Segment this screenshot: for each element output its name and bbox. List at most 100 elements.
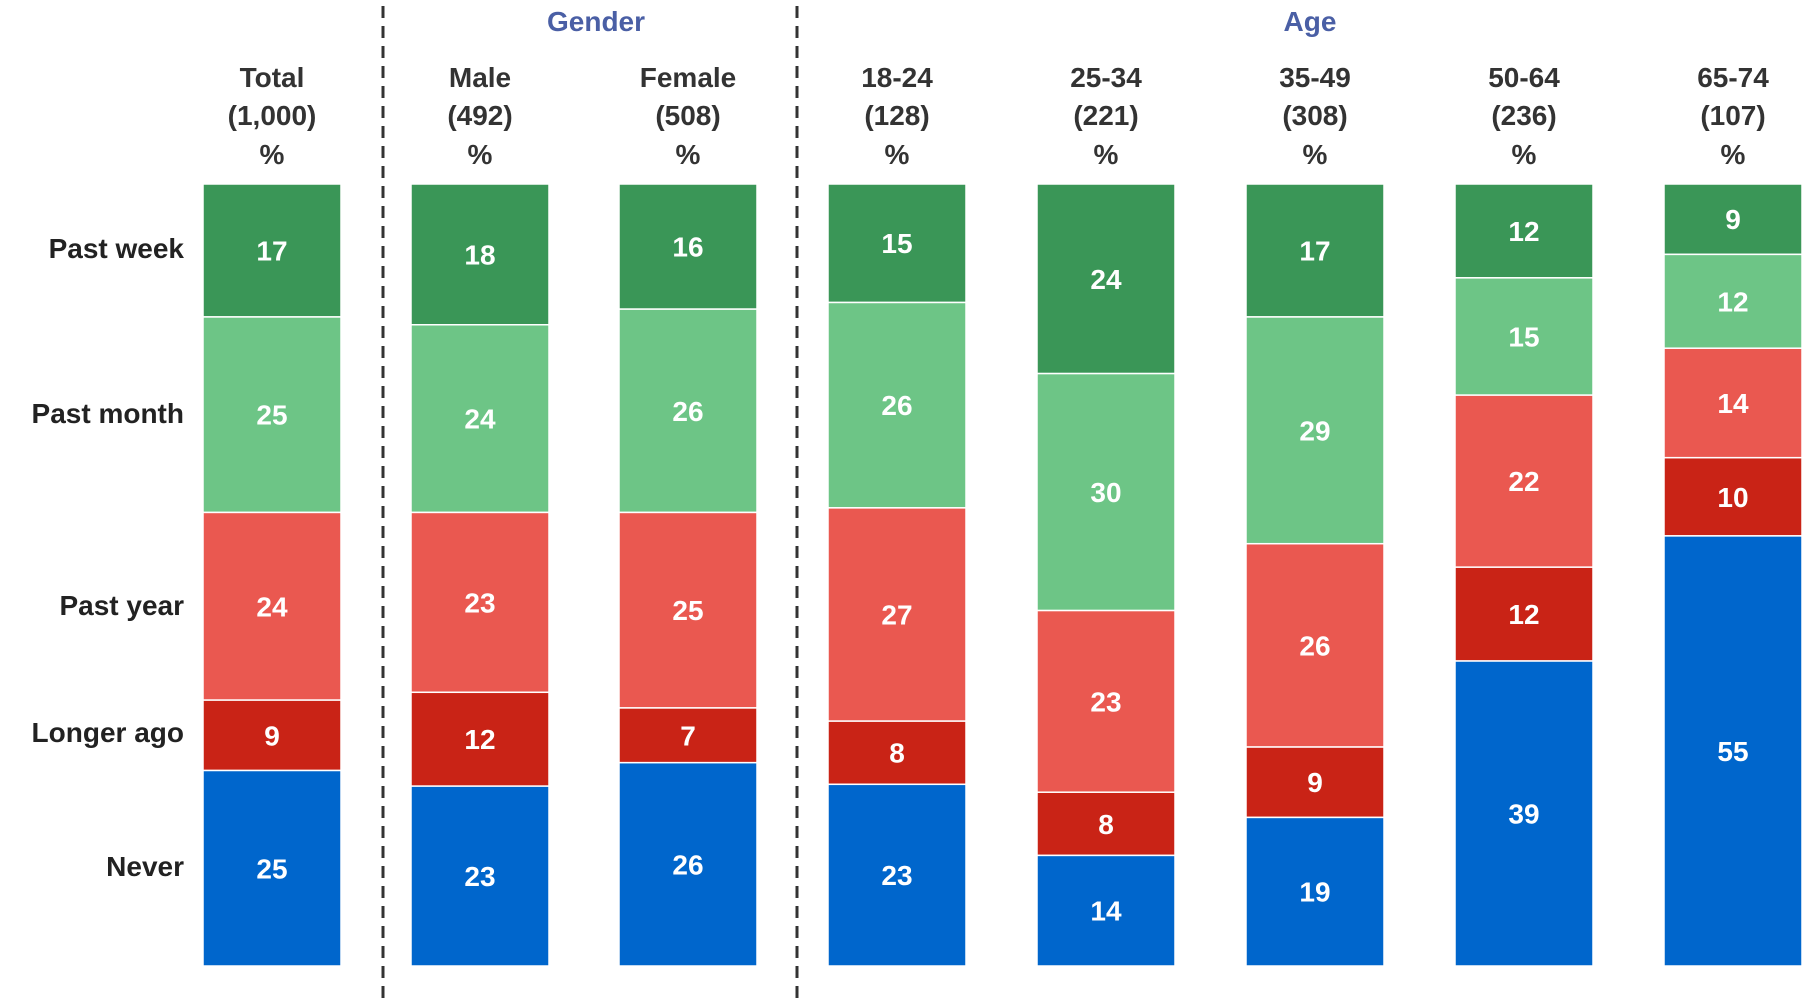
row-label-past-month: Past month xyxy=(32,398,184,429)
column-header-unit: % xyxy=(885,139,910,170)
data-label: 26 xyxy=(1299,630,1330,661)
column-header-unit: % xyxy=(1512,139,1537,170)
column-header-name: 18-24 xyxy=(861,62,933,93)
column-header-name: Female xyxy=(640,62,737,93)
bar-segment xyxy=(618,183,758,310)
bar-segment xyxy=(618,308,758,514)
data-label: 55 xyxy=(1717,736,1748,767)
bar-segment xyxy=(202,316,342,514)
column-header-base: (221) xyxy=(1073,100,1138,131)
bar-segment xyxy=(1036,609,1176,793)
bar-segment xyxy=(1245,316,1385,545)
bar-segment xyxy=(1454,277,1594,396)
bar-segment xyxy=(1663,456,1803,537)
stacked-bar: 24 30 23 8 14 xyxy=(1036,183,1176,967)
bar-segment xyxy=(1454,660,1594,967)
bar-segment xyxy=(1245,183,1385,318)
bar-segment xyxy=(410,183,550,326)
data-label: 27 xyxy=(881,599,912,630)
bar-segment xyxy=(410,785,550,967)
bar-segment xyxy=(1245,542,1385,748)
data-label: 22 xyxy=(1508,466,1539,497)
bar-segment xyxy=(410,511,550,694)
column-header-base: (128) xyxy=(864,100,929,131)
row-label-never: Never xyxy=(106,851,184,882)
data-label: 9 xyxy=(1307,767,1323,798)
column-header: 65-74 (107)% xyxy=(1697,62,1769,170)
bar-segment xyxy=(202,699,342,772)
data-label: 14 xyxy=(1717,388,1749,419)
column-header-base: (107) xyxy=(1700,100,1765,131)
data-label: 17 xyxy=(1299,235,1330,266)
bar-segment xyxy=(410,324,550,514)
data-label: 15 xyxy=(881,228,912,259)
data-label: 12 xyxy=(1508,216,1539,247)
column-header-unit: % xyxy=(468,139,493,170)
data-label: 16 xyxy=(672,232,703,263)
bar-segment xyxy=(1036,791,1176,857)
bar-segment xyxy=(1454,183,1594,279)
data-label: 12 xyxy=(464,724,495,755)
column-header: Male (492)% xyxy=(447,62,512,170)
data-label: 39 xyxy=(1508,799,1539,830)
bar-segment xyxy=(618,761,758,967)
column-header-name: 50-64 xyxy=(1488,62,1560,93)
data-label: 15 xyxy=(1508,321,1539,352)
column-header: 50-64 (236)% xyxy=(1488,62,1560,170)
data-label: 14 xyxy=(1090,896,1122,927)
row-label-past-year: Past year xyxy=(59,590,184,621)
column-header-name: 35-49 xyxy=(1279,62,1351,93)
data-label: 24 xyxy=(256,591,288,622)
data-label: 7 xyxy=(680,720,696,751)
bar-segment xyxy=(1036,372,1176,612)
data-label: 25 xyxy=(672,595,703,626)
column-header-base: (308) xyxy=(1282,100,1347,131)
bar-segment xyxy=(618,707,758,764)
bar-segment xyxy=(1245,816,1385,967)
bar-segment xyxy=(202,511,342,701)
bar-segment xyxy=(1245,746,1385,819)
bar-segment xyxy=(410,691,550,787)
column-header-unit: % xyxy=(1721,139,1746,170)
column-header-base: (492) xyxy=(447,100,512,131)
data-label: 25 xyxy=(256,400,287,431)
group-label-age: Age xyxy=(1284,6,1337,37)
data-label: 24 xyxy=(1090,264,1122,295)
data-label: 10 xyxy=(1717,482,1748,513)
column-header-unit: % xyxy=(676,139,701,170)
bar-segment xyxy=(827,783,967,967)
bar-segment xyxy=(1036,183,1176,375)
column-header-name: 65-74 xyxy=(1697,62,1769,93)
column-header: Total (1,000)% xyxy=(228,62,317,170)
column-header: Female (508)% xyxy=(640,62,737,170)
stacked-bar: 17 29 26 9 19 xyxy=(1245,183,1385,967)
data-label: 12 xyxy=(1508,599,1539,630)
data-label: 8 xyxy=(1098,809,1114,840)
data-label: 26 xyxy=(672,849,703,880)
column-header: 35-49 (308)% xyxy=(1279,62,1351,170)
column-header: 18-24 (128)% xyxy=(861,62,933,170)
data-label: 19 xyxy=(1299,877,1330,908)
column-header-unit: % xyxy=(1094,139,1119,170)
data-label: 18 xyxy=(464,239,495,270)
data-label: 9 xyxy=(1725,204,1741,235)
data-label: 25 xyxy=(256,853,287,884)
bar-segment xyxy=(1663,535,1803,967)
data-label: 29 xyxy=(1299,415,1330,446)
bar-segment xyxy=(1036,854,1176,967)
group-label-gender: Gender xyxy=(547,6,645,37)
column-header-unit: % xyxy=(1303,139,1328,170)
data-label: 8 xyxy=(889,738,905,769)
stacked-bar: 16 26 25 7 26 xyxy=(618,183,758,967)
bar-segment xyxy=(1454,394,1594,568)
bar-segment xyxy=(618,511,758,709)
row-label-past-week: Past week xyxy=(49,233,185,264)
stacked-bar: 15 26 27 8 23 xyxy=(827,183,967,967)
column-header-base: (1,000) xyxy=(228,100,317,131)
column-header-base: (508) xyxy=(655,100,720,131)
data-label: 26 xyxy=(672,396,703,427)
stacked-bar: 9 12 14 10 55 xyxy=(1663,183,1803,967)
bar-segment xyxy=(202,769,342,967)
bar-segment xyxy=(827,183,967,304)
